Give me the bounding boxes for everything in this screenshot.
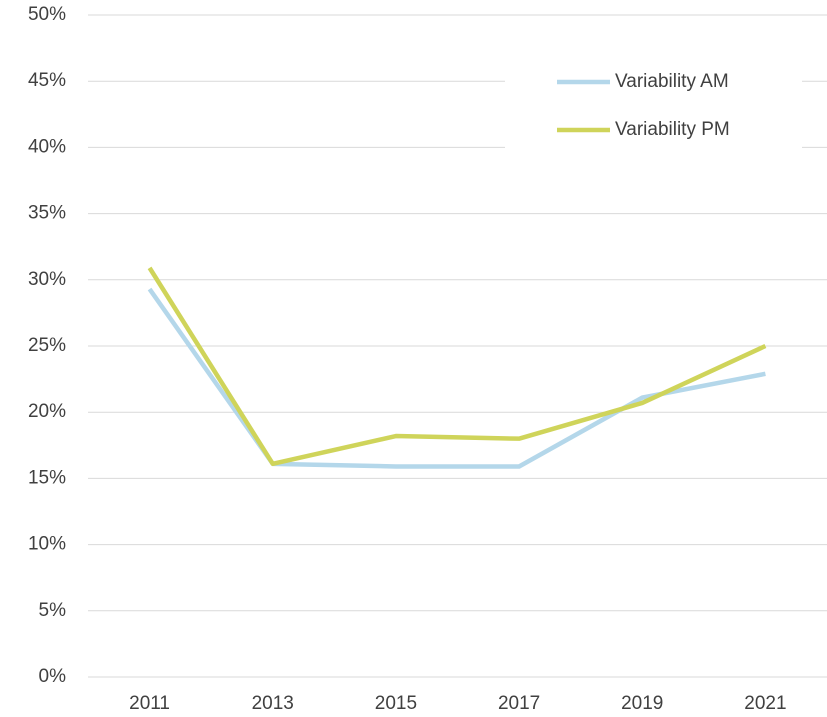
series-line <box>147 266 767 467</box>
y-tick-label: 5% <box>39 600 67 621</box>
y-tick-label: 30% <box>28 269 66 290</box>
x-tick-label: 2015 <box>375 693 417 714</box>
x-tick-label: 2017 <box>498 693 540 714</box>
y-tick-label: 25% <box>28 335 66 356</box>
x-tick-label: 2011 <box>129 693 170 714</box>
y-tick-label: 15% <box>28 467 66 488</box>
x-tick-label: 2021 <box>744 693 786 714</box>
legend-background <box>505 55 802 155</box>
y-tick-label: 35% <box>28 203 66 224</box>
series-line <box>147 287 766 469</box>
legend-label: Variability AM <box>615 71 729 92</box>
x-tick-label: 2019 <box>621 693 663 714</box>
y-tick-label: 40% <box>28 136 66 157</box>
legend: Variability AM Variability PM <box>505 55 802 155</box>
x-tick-label: 2013 <box>252 693 294 714</box>
y-tick-label: 20% <box>28 401 66 422</box>
y-tick-label: 10% <box>28 534 66 555</box>
y-tick-label: 50% <box>28 4 66 25</box>
y-tick-label: 45% <box>28 70 66 91</box>
y-tick-label: 0% <box>39 666 67 687</box>
legend-label: Variability PM <box>615 119 730 140</box>
